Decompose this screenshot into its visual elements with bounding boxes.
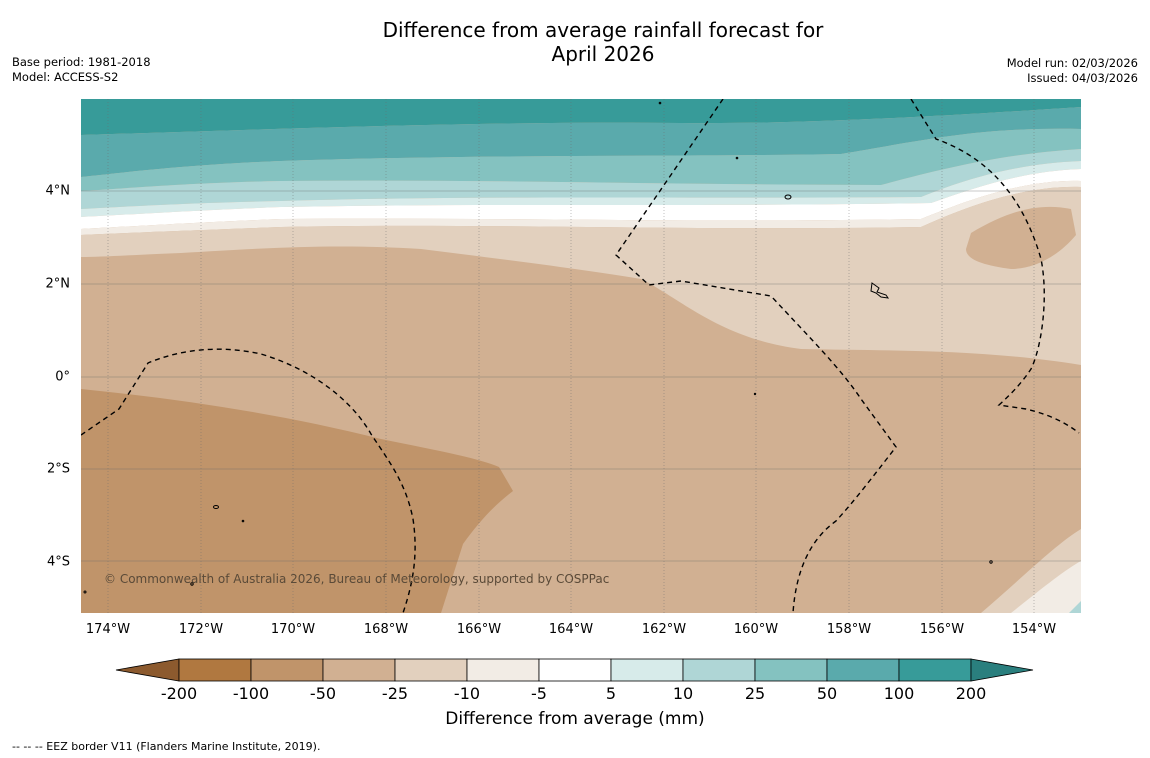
band-teal-100 — [81, 107, 1081, 177]
colorbar-segment — [250, 658, 324, 682]
band-dry-5-se — [1011, 561, 1081, 613]
colorbar-tick-label: -5 — [531, 684, 547, 703]
colorbar-segment — [898, 658, 972, 682]
lon-label: 162°W — [641, 622, 687, 637]
colorbar-segment — [682, 658, 756, 682]
colorbar-tick-label: 5 — [605, 684, 617, 703]
copyright-notice: © Commonwealth of Australia 2026, Bureau… — [104, 572, 610, 586]
map-panel — [81, 99, 1081, 613]
colorbar-tick-label: -100 — [232, 684, 270, 703]
model-name: Model: ACCESS-S2 — [12, 70, 119, 84]
colorbar-tick-label: -10 — [453, 684, 481, 703]
issued-date: Issued: 04/03/2026 — [1027, 71, 1138, 85]
graticule — [81, 99, 1081, 613]
lon-label: 172°W — [178, 622, 224, 637]
lon-label: 156°W — [919, 622, 965, 637]
island — [989, 560, 993, 564]
eez-borders — [81, 99, 1080, 613]
colorbar-segment — [322, 658, 396, 682]
lat-label: 4°S — [46, 554, 70, 570]
title-line-1: Difference from average rainfall forecas… — [382, 18, 824, 42]
lon-label: 154°W — [1011, 622, 1057, 637]
island — [784, 194, 792, 200]
island — [83, 590, 87, 594]
lat-label: 0° — [55, 369, 70, 385]
colorbar-tick-label: 25 — [744, 684, 766, 703]
colorbar-segment — [610, 658, 684, 682]
lon-label: 166°W — [456, 622, 502, 637]
colorbar-segment — [178, 658, 252, 682]
colorbar-tick-label: 200 — [955, 684, 987, 703]
lat-label: 2°S — [46, 461, 70, 477]
colorbar-tick-label: 10 — [672, 684, 694, 703]
island — [753, 392, 757, 396]
metadata-left: Base period: 1981-2018 Model: ACCESS-S2 — [12, 55, 151, 85]
band-dry-50-patch — [966, 206, 1076, 269]
band-dry-25 — [81, 186, 1081, 365]
eez-border-east — [910, 99, 1080, 434]
colorbar-extend-high — [970, 658, 1034, 682]
band-teal-50 — [81, 128, 1081, 191]
colorbar-segment — [754, 658, 828, 682]
colorbar-segment — [394, 658, 468, 682]
island — [735, 156, 739, 160]
colorbar-label: Difference from average (mm) — [445, 709, 705, 729]
band-near-zero — [81, 169, 1081, 229]
colorbar-extend-low — [115, 658, 180, 682]
island — [870, 282, 890, 299]
islands — [83, 101, 993, 594]
base-period: Base period: 1981-2018 — [12, 55, 151, 69]
lon-label: 168°W — [363, 622, 409, 637]
band-teal-200 — [81, 99, 1081, 135]
lat-label: 2°N — [45, 276, 71, 292]
lon-label: 158°W — [826, 622, 872, 637]
island — [213, 505, 219, 509]
colorbar-tick-label: 100 — [883, 684, 915, 703]
band-dry-100 — [81, 389, 513, 613]
lon-label: 170°W — [270, 622, 316, 637]
colorbar-tick-label: 50 — [816, 684, 838, 703]
band-wet-se — [1069, 601, 1081, 613]
chart-title: Difference from average rainfall forecas… — [0, 18, 1150, 66]
island — [658, 101, 662, 105]
lat-label: 4°N — [45, 183, 71, 199]
model-run: Model run: 02/03/2026 — [1006, 56, 1138, 70]
colorbar-tick-label: -25 — [381, 684, 409, 703]
colorbar-tick-label: -200 — [160, 684, 198, 703]
title-line-2: April 2026 — [551, 42, 655, 66]
island — [241, 519, 245, 523]
eez-border-central — [615, 99, 897, 613]
metadata-right: Model run: 02/03/2026 Issued: 04/03/2026 — [1007, 56, 1138, 86]
colorbar-segment — [826, 658, 900, 682]
eez-legend-note: -- -- -- EEZ border V11 (Flanders Marine… — [12, 740, 321, 753]
colorbar — [115, 658, 1034, 682]
colorbar-segment — [466, 658, 540, 682]
band-dry-5 — [81, 180, 1081, 235]
band-teal-10 — [81, 161, 1081, 217]
band-teal-25 — [81, 149, 1081, 209]
lon-label: 164°W — [548, 622, 594, 637]
lon-label: 174°W — [85, 622, 131, 637]
lon-label: 160°W — [733, 622, 779, 637]
island — [190, 582, 194, 586]
colorbar-tick-label: -50 — [309, 684, 337, 703]
colorbar-segment — [538, 658, 612, 682]
